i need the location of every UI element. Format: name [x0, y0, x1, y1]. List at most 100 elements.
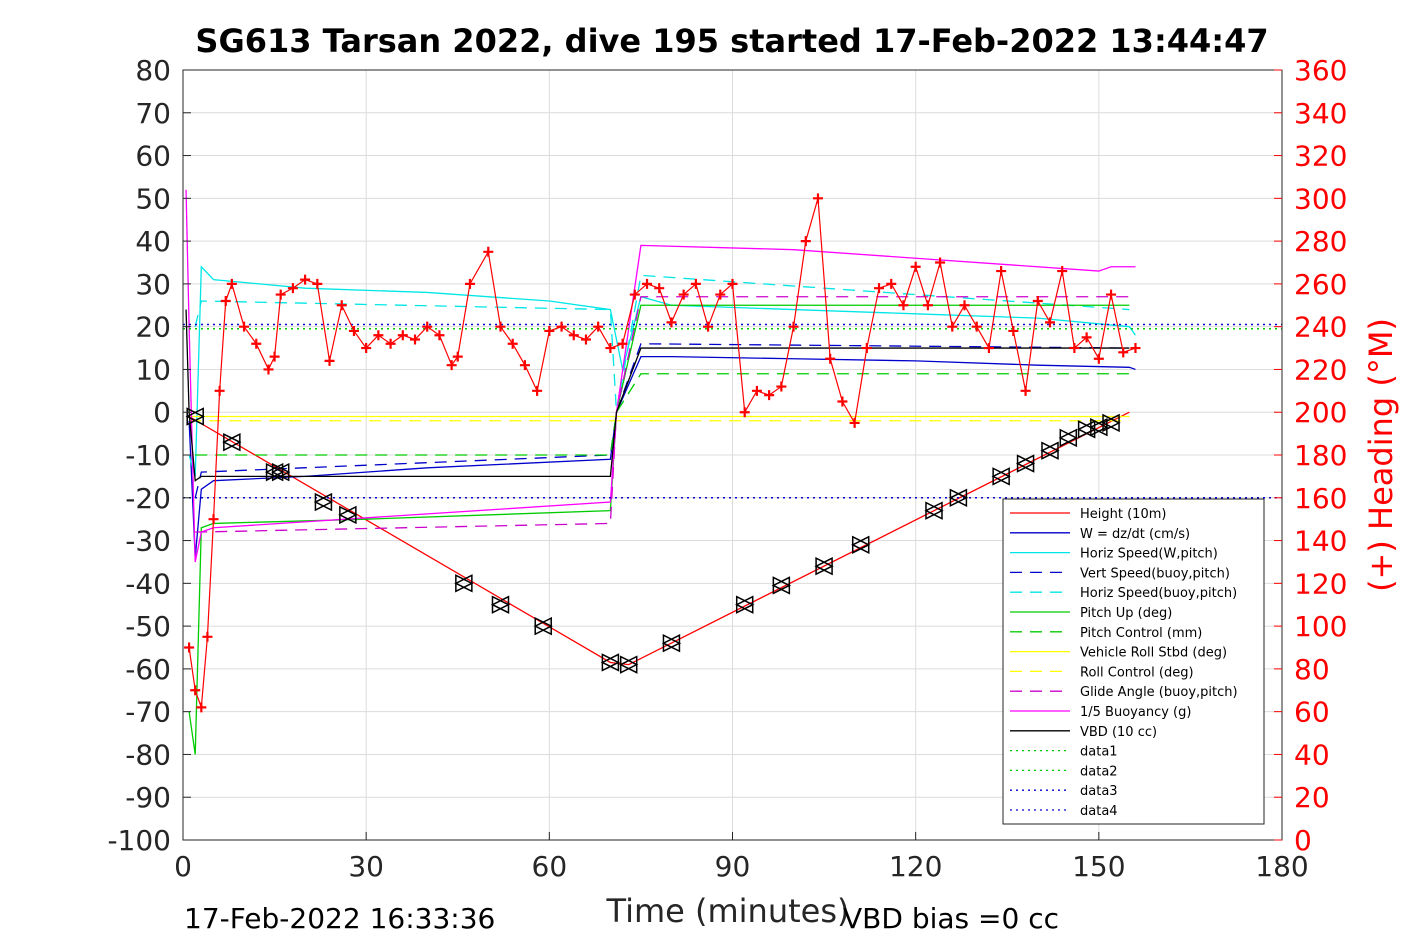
heading-marker: [410, 334, 421, 345]
series-line-9: [195, 296, 1130, 533]
heading-marker: [788, 321, 799, 332]
heading-marker: [1118, 347, 1129, 358]
heading-marker: [1093, 353, 1104, 364]
legend-label-11: VBD (10 cc): [1080, 725, 1157, 740]
plot-area: [183, 189, 1282, 755]
height-marker-left: [851, 535, 870, 555]
series-line-5: [188, 304, 1130, 755]
heading-marker: [1130, 343, 1141, 354]
heading-marker: [800, 236, 811, 247]
y-tick-label: -90: [125, 781, 171, 814]
right-y-axis-label: (+) Heading (°M): [1362, 318, 1400, 592]
heading-marker: [202, 631, 213, 642]
heading-marker: [654, 283, 665, 294]
heading-marker: [251, 338, 262, 349]
heading-marker: [532, 385, 543, 396]
right-y-tick-label: 20: [1294, 781, 1330, 814]
chart-title: SG613 Tarsan 2022, dive 195 started 17-F…: [195, 22, 1268, 60]
right-y-tick-label: 300: [1294, 182, 1347, 215]
right-y-tick-label: 100: [1294, 610, 1347, 643]
heading-marker: [715, 289, 726, 300]
y-tick-label: 0: [153, 396, 171, 429]
heading-marker: [434, 330, 445, 341]
heading-marker: [385, 338, 396, 349]
legend-label-9: Glide Angle (buoy,pitch): [1080, 685, 1238, 700]
heading-marker: [910, 261, 921, 272]
y-tick-label: 50: [135, 182, 171, 215]
x-tick-label: 0: [174, 850, 192, 883]
heading-marker: [751, 385, 762, 396]
heading-marker: [983, 343, 994, 354]
heading-marker: [959, 300, 970, 311]
heading-marker: [1032, 296, 1043, 306]
legend-label-3: Vert Speed(buoy,pitch): [1080, 566, 1230, 581]
right-y-tick-label: 260: [1294, 268, 1347, 301]
legend-label-14: data3: [1080, 784, 1118, 799]
heading-marker: [287, 283, 298, 294]
heading-marker: [324, 355, 335, 366]
legend-label-2: Horiz Speed(W,pitch): [1080, 547, 1218, 562]
x-axis-ticks: 0 30 60 90 120 150 180: [174, 832, 1309, 883]
height-marker-left: [991, 467, 1010, 486]
heading-marker: [947, 321, 958, 332]
heading-marker: [812, 193, 823, 204]
right-y-tick-label: 160: [1294, 482, 1347, 515]
y-tick-label: -100: [107, 824, 171, 857]
heading-marker: [483, 246, 494, 257]
heading-marker: [935, 257, 946, 268]
x-tick-label: 180: [1255, 850, 1308, 883]
heading-marker: [495, 321, 506, 332]
legend-label-4: Horiz Speed(buoy,pitch): [1080, 586, 1237, 601]
x-tick-label: 120: [889, 850, 942, 883]
height-marker-left: [1015, 454, 1035, 473]
heading-marker: [996, 266, 1007, 277]
right-y-tick-label: 220: [1294, 353, 1347, 386]
y-tick-label: 70: [135, 97, 171, 130]
heading-marker: [1106, 289, 1117, 300]
right-y-tick-label: 280: [1294, 225, 1347, 258]
heading-marker: [629, 289, 640, 300]
y-tick-label: -70: [125, 696, 171, 729]
right-y-tick-label: 40: [1294, 738, 1330, 771]
heading-marker: [874, 283, 885, 294]
right-y-tick-label: 180: [1294, 439, 1347, 472]
heading-marker: [898, 300, 909, 311]
heading-marker: [190, 685, 201, 696]
height-marker-left: [771, 576, 791, 595]
y-tick-label: -40: [125, 567, 171, 600]
heading-marker: [208, 514, 219, 525]
heading-marker: [886, 278, 897, 289]
x-tick-label: 30: [348, 850, 384, 883]
heading-marker: [1044, 317, 1055, 328]
height-marker-left: [185, 407, 204, 426]
legend-label-7: Vehicle Roll Stbd (deg): [1080, 646, 1227, 661]
height-marker-left: [1058, 428, 1078, 448]
y-tick-label: 20: [135, 311, 171, 344]
height-marker-left: [313, 492, 333, 512]
height-marker-left: [600, 653, 620, 672]
heading-marker: [764, 390, 775, 401]
y-axis-ticks: -100-90-80-70-60-50-40-30-20-10010203040…: [107, 54, 191, 857]
heading-marker: [678, 289, 689, 300]
right-y-axis-ticks: 0 20 40 60 80 100 120 140 160 180 200 220 240 260 280 3…: [1274, 54, 1347, 857]
right-y-tick-label: 360: [1294, 54, 1347, 87]
y-tick-label: 40: [135, 225, 171, 258]
heading-marker: [214, 385, 225, 396]
height-marker-left: [454, 574, 473, 593]
series-line-0: [188, 411, 1130, 666]
heading-marker: [184, 642, 195, 653]
y-tick-label: -50: [125, 610, 171, 643]
heading-marker: [312, 278, 323, 289]
legend-label-5: Pitch Up (deg): [1080, 606, 1172, 621]
legend-label-13: data2: [1080, 764, 1118, 779]
y-tick-label: -60: [125, 653, 171, 686]
heading-marker: [348, 325, 359, 336]
footer-timestamp: 17-Feb-2022 16:33:36: [184, 902, 495, 935]
height-marker-left: [271, 462, 290, 482]
right-y-tick-label: 140: [1294, 525, 1347, 558]
legend-label-15: data4: [1080, 804, 1118, 819]
y-tick-label: 80: [135, 54, 171, 87]
legend-label-0: Height (10m): [1080, 507, 1166, 522]
heading-marker: [593, 321, 604, 332]
